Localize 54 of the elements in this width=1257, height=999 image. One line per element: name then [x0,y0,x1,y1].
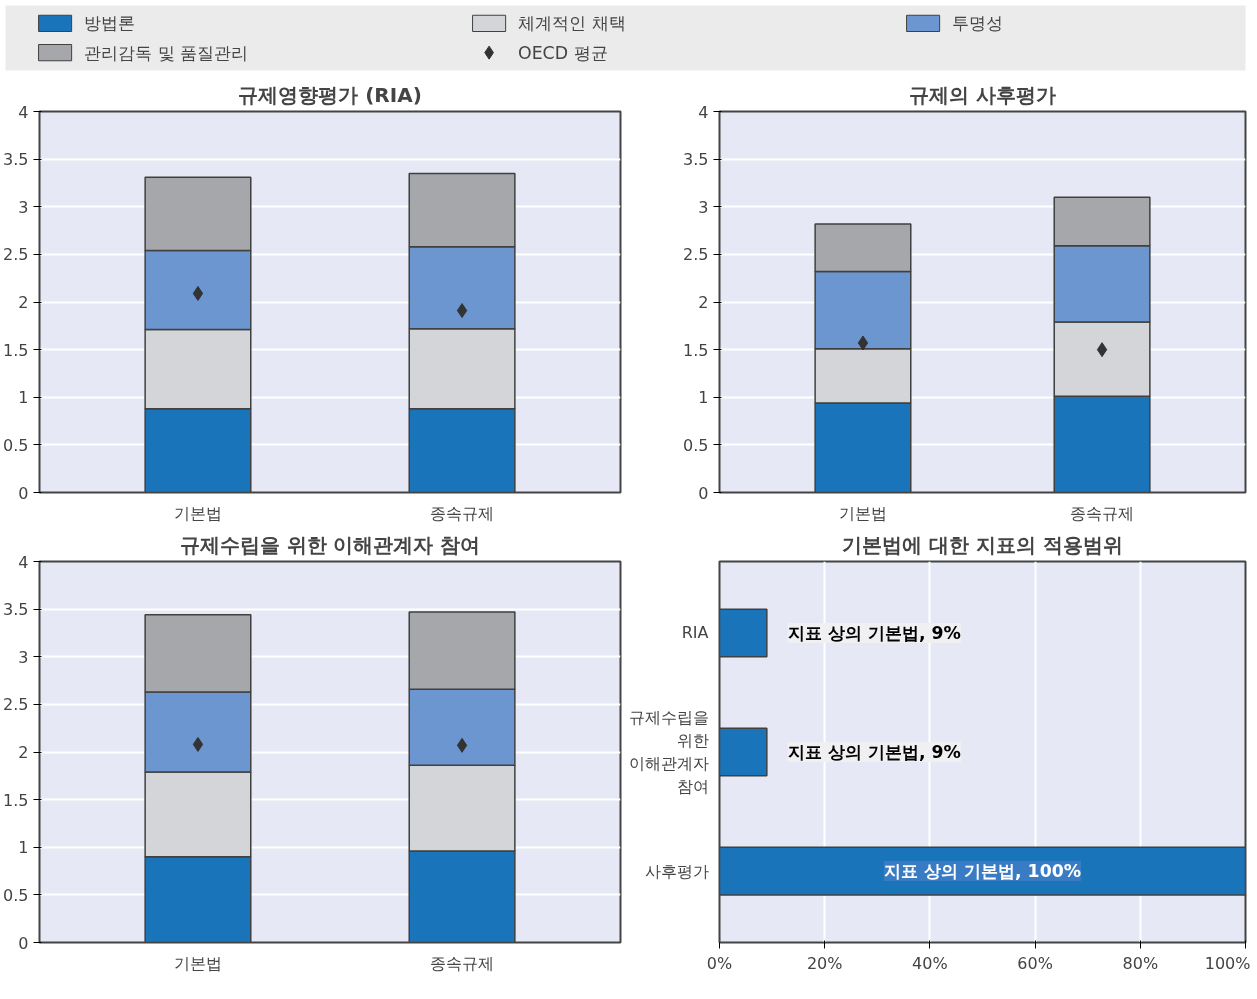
x-tick-label: 기본법 [838,503,887,523]
chart-title: 규제의 사후평가 [909,82,1056,107]
x-tick-label: 60% [1017,953,1053,973]
legend-label: 관리감독 및 품질관리 [84,42,249,63]
y-tick-label: 0.5 [3,885,29,905]
x-tick-label: 40% [912,953,948,973]
y-tick-label: 1 [698,388,709,408]
x-tick-label: 종속규제 [430,503,495,523]
chart-title: 규제수립을 위한 이해관계자 참여 [179,532,481,557]
legend-label: 투명성 [952,13,1004,34]
y-tick-label: 2.5 [3,245,29,265]
x-tick-label: 100% [1204,953,1251,973]
y-tick-label: 1 [18,838,29,858]
x-tick-label: 종속규제 [1070,503,1135,523]
y-tick-label: 3 [698,197,709,217]
y-tick-label: 3.5 [683,150,709,170]
x-tick-label: 기본법 [173,953,222,973]
y-tick-label: 3 [18,197,29,217]
legend-label: 방법론 [84,13,136,34]
legend-label: 체계적인 채택 [518,13,626,34]
y-tick-label: 0.5 [683,435,709,455]
chart-title: 규제영향평가 (RIA) [238,82,422,107]
data-label: 지표 상의 기본법, 9% [787,622,961,643]
y-tick-label: 2 [18,743,29,762]
y-tick-label: 1.5 [3,340,29,360]
y-tick-label: 3 [18,647,29,667]
y-tick-label: 사후평가 [644,861,709,881]
data-label: 지표 상의 기본법, 9% [787,742,961,762]
y-tick-label: 규제수립을 위한 이해관계자 참여 [628,708,709,796]
y-tick-label: 2 [698,293,709,312]
y-tick-label: 0 [18,933,29,953]
y-tick-label: 2.5 [683,245,709,265]
legend-label: OECD 평균 [518,42,608,63]
y-tick-label: 0 [698,483,709,503]
x-tick-label: 기본법 [173,503,222,523]
y-tick-label: 2.5 [3,695,29,715]
x-tick-label: 80% [1122,953,1159,973]
y-tick-label: 1 [18,388,29,408]
y-tick-label: 4 [18,552,29,572]
y-tick-label: 1.5 [683,340,709,360]
y-tick-label: 0.5 [3,435,29,455]
y-tick-label: 3.5 [3,150,29,170]
y-tick-label: RIA [681,623,709,643]
y-tick-label: 4 [698,102,709,122]
x-tick-label: 0% [706,953,733,973]
y-tick-label: 1.5 [3,790,29,810]
y-tick-label: 0 [18,483,29,503]
y-tick-label: 4 [18,102,29,122]
x-tick-label: 20% [806,953,843,973]
y-tick-label: 3.5 [3,600,29,620]
chart-title: 기본법에 대한 지표의 적용범위 [842,532,1123,557]
data-label: 지표 상의 기본법, 100% [883,861,1082,882]
x-tick-label: 종속규제 [430,953,495,973]
y-tick-label: 2 [18,293,29,312]
